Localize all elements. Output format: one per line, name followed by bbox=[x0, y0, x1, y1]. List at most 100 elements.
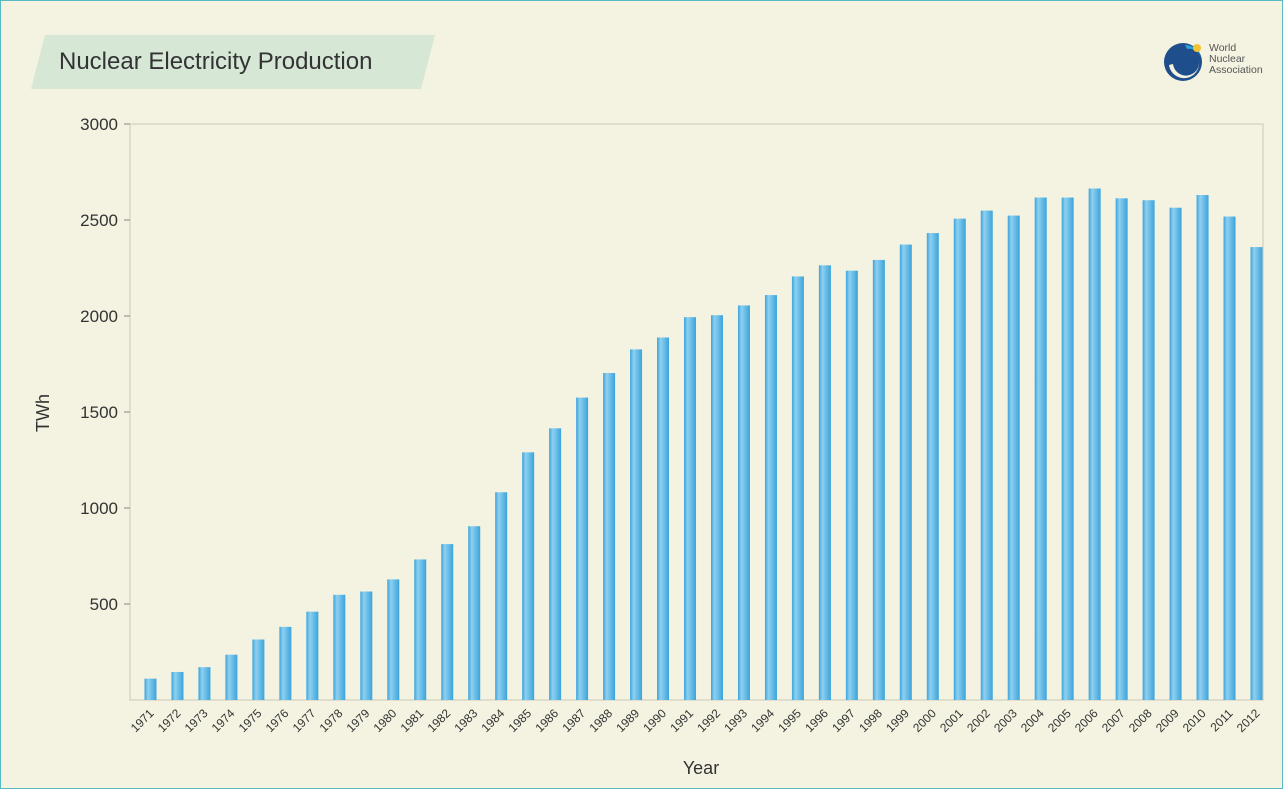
bar-1972 bbox=[171, 671, 184, 700]
y-tick-label: 1500 bbox=[80, 403, 118, 422]
x-tick-label: 1978 bbox=[317, 706, 346, 735]
bar-1992 bbox=[710, 315, 723, 700]
logo-text: World Nuclear Association bbox=[1209, 42, 1263, 76]
x-tick-label: 1995 bbox=[775, 706, 804, 735]
bar-1988 bbox=[603, 373, 616, 700]
x-tick-label: 1982 bbox=[425, 706, 454, 735]
x-tick-label: 1979 bbox=[344, 706, 373, 735]
bar-2007 bbox=[1115, 198, 1128, 700]
y-axis-label: TWh bbox=[33, 394, 53, 432]
x-tick-label: 1980 bbox=[371, 706, 400, 735]
x-tick-label: 2004 bbox=[1018, 706, 1047, 735]
bar-1991 bbox=[684, 317, 697, 700]
x-tick-label: 2008 bbox=[1126, 706, 1155, 735]
bar-1996 bbox=[818, 265, 831, 700]
x-tick-label: 1999 bbox=[883, 706, 912, 735]
x-tick-label: 1987 bbox=[559, 706, 588, 735]
x-tick-label: 2000 bbox=[910, 706, 939, 735]
world-nuclear-association-logo: World Nuclear Association bbox=[1161, 39, 1279, 87]
x-tick-label: 1972 bbox=[155, 706, 184, 735]
bar-1975 bbox=[252, 639, 265, 700]
bar-2008 bbox=[1142, 200, 1155, 700]
bar-2012 bbox=[1250, 247, 1263, 700]
bar-2005 bbox=[1061, 197, 1074, 700]
bar-1985 bbox=[522, 452, 535, 700]
bar-2000 bbox=[926, 233, 939, 700]
bar-1973 bbox=[198, 667, 211, 700]
bar-1994 bbox=[764, 295, 777, 700]
bar-2002 bbox=[980, 210, 993, 701]
bar-1987 bbox=[576, 397, 589, 700]
bar-2011 bbox=[1223, 216, 1236, 700]
title-banner: Nuclear Electricity Production bbox=[31, 35, 435, 89]
y-axis-ticks: 500 1000 1500 2000 2500 3000 bbox=[80, 115, 130, 614]
bar-1986 bbox=[549, 428, 562, 700]
bar-2010 bbox=[1196, 195, 1209, 701]
bar-1971 bbox=[144, 678, 157, 700]
y-tick-label: 3000 bbox=[80, 115, 118, 134]
x-axis-label: Year bbox=[683, 758, 719, 778]
logo-swirl-icon bbox=[1164, 43, 1202, 81]
x-tick-label: 1984 bbox=[479, 706, 508, 735]
bars bbox=[144, 188, 1263, 701]
x-tick-label: 1997 bbox=[829, 706, 858, 735]
x-tick-label: 2007 bbox=[1099, 706, 1128, 735]
x-tick-label: 1983 bbox=[452, 706, 481, 735]
y-tick-label: 500 bbox=[90, 595, 118, 614]
bar-1978 bbox=[333, 594, 346, 700]
x-tick-label: 1994 bbox=[748, 706, 777, 735]
bar-1974 bbox=[225, 654, 238, 700]
bar-2001 bbox=[953, 218, 966, 700]
x-tick-label: 1975 bbox=[236, 706, 265, 735]
x-tick-label: 2003 bbox=[991, 706, 1020, 735]
bar-1984 bbox=[495, 492, 508, 700]
x-tick-label: 2012 bbox=[1234, 706, 1263, 735]
bar-1990 bbox=[657, 337, 670, 700]
x-tick-label: 2001 bbox=[937, 706, 966, 735]
x-tick-label: 2002 bbox=[964, 706, 993, 735]
x-tick-label: 2009 bbox=[1153, 706, 1182, 735]
x-tick-label: 1976 bbox=[263, 706, 292, 735]
x-tick-label: 1971 bbox=[128, 706, 157, 735]
x-tick-label: 1996 bbox=[802, 706, 831, 735]
x-tick-label: 1985 bbox=[505, 706, 534, 735]
bar-2004 bbox=[1034, 197, 1047, 700]
bar-1979 bbox=[360, 591, 373, 700]
bar-1977 bbox=[306, 611, 319, 700]
x-tick-label: 1990 bbox=[640, 706, 669, 735]
x-tick-label: 2005 bbox=[1045, 706, 1074, 735]
chart-title: Nuclear Electricity Production bbox=[59, 48, 373, 75]
x-tick-label: 1992 bbox=[694, 706, 723, 735]
x-axis-ticks: 1971197219731974197519761977197819791980… bbox=[128, 706, 1263, 735]
y-tick-label: 2500 bbox=[80, 211, 118, 230]
x-tick-label: 1977 bbox=[290, 706, 319, 735]
x-tick-label: 1973 bbox=[182, 706, 211, 735]
x-tick-label: 1989 bbox=[613, 706, 642, 735]
bar-1976 bbox=[279, 626, 292, 700]
bar-1982 bbox=[441, 544, 454, 700]
x-tick-label: 1998 bbox=[856, 706, 885, 735]
bar-1995 bbox=[791, 276, 804, 700]
bar-1983 bbox=[468, 526, 481, 700]
bar-1989 bbox=[630, 349, 643, 700]
bar-1998 bbox=[872, 259, 885, 700]
bar-2009 bbox=[1169, 207, 1182, 700]
x-tick-label: 2011 bbox=[1208, 706, 1236, 734]
bar-2003 bbox=[1007, 215, 1020, 701]
bar-1993 bbox=[737, 305, 750, 700]
x-tick-label: 1981 bbox=[398, 706, 427, 735]
x-tick-label: 2010 bbox=[1180, 706, 1209, 735]
bar-1999 bbox=[899, 244, 912, 701]
x-tick-label: 1991 bbox=[667, 706, 696, 735]
y-tick-label: 2000 bbox=[80, 307, 118, 326]
bar-1981 bbox=[414, 559, 427, 700]
x-tick-label: 1988 bbox=[586, 706, 615, 735]
bar-2006 bbox=[1088, 188, 1101, 700]
x-tick-label: 1974 bbox=[209, 706, 238, 735]
bar-1997 bbox=[845, 270, 858, 700]
x-tick-label: 1986 bbox=[532, 706, 561, 735]
x-tick-label: 1993 bbox=[721, 706, 750, 735]
bar-1980 bbox=[387, 579, 400, 700]
